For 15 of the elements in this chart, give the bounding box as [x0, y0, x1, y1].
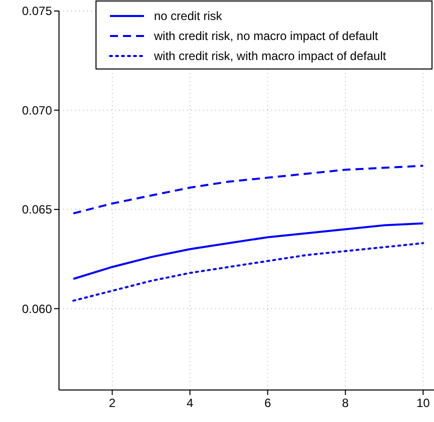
x-tick-label: 10 — [416, 396, 430, 410]
x-tick-label: 2 — [108, 396, 116, 410]
y-tick-label: 0.075 — [22, 4, 52, 18]
y-tick-label: 0.065 — [22, 202, 52, 217]
x-tick-label: 6 — [264, 396, 272, 410]
line-series — [72, 222, 424, 280]
x-tick-label: 8 — [342, 396, 350, 410]
legend-label: with credit risk, with macro impact of default — [153, 49, 387, 64]
legend-label: no credit risk — [154, 9, 224, 24]
line-series — [72, 242, 424, 302]
y-tick-label: 0.060 — [22, 302, 52, 316]
x-tick-label: 4 — [186, 396, 194, 410]
line-series — [72, 164, 424, 214]
legend-label: with credit risk, no macro impact of default — [153, 29, 379, 44]
y-tick-label: 0.070 — [22, 103, 52, 118]
